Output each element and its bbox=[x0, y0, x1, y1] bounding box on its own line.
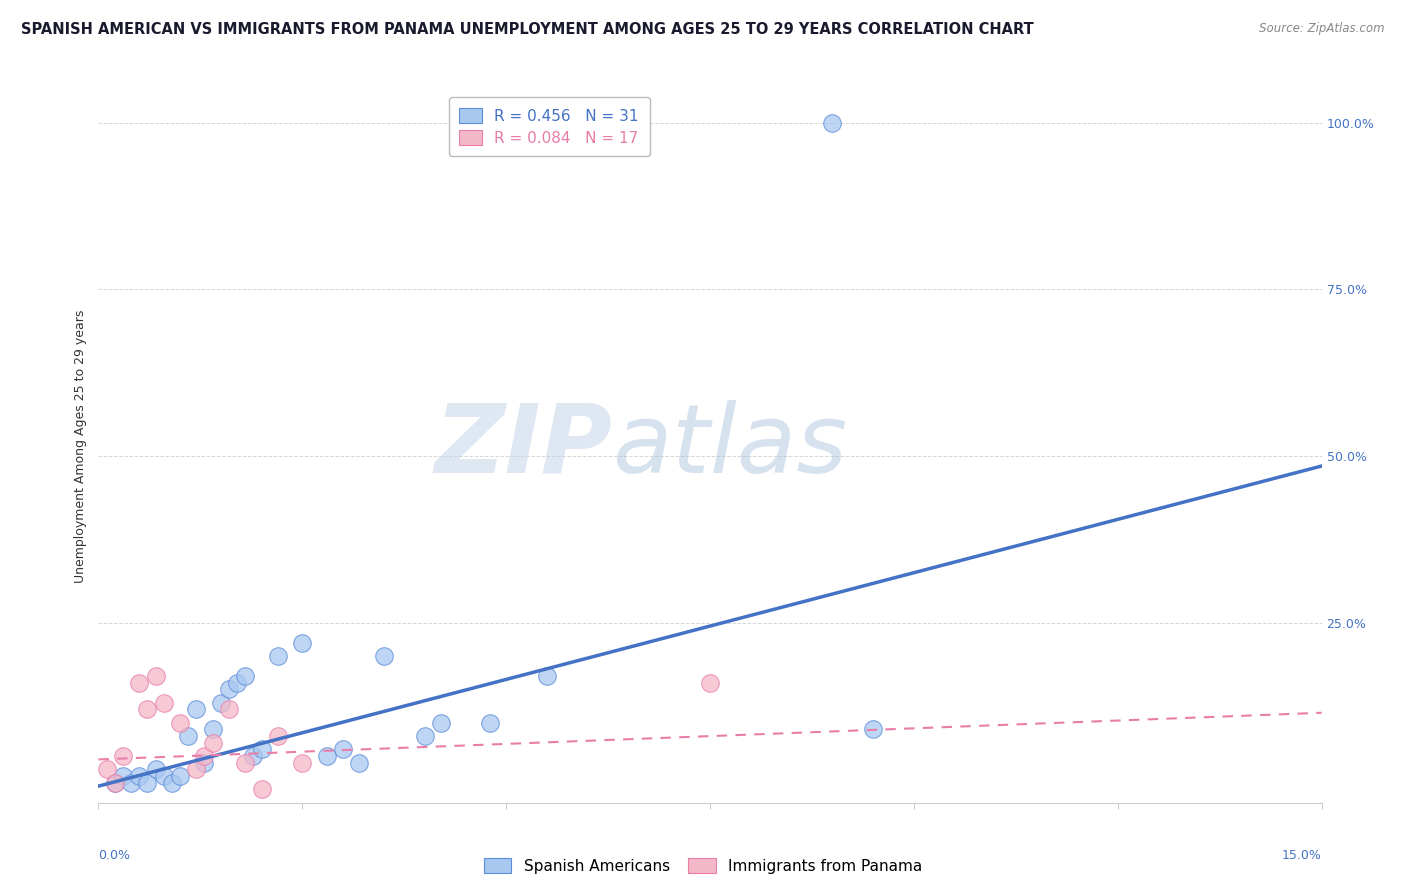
Point bbox=[233, 756, 256, 770]
Text: ZIP: ZIP bbox=[434, 400, 612, 492]
Text: 15.0%: 15.0% bbox=[1282, 849, 1322, 863]
Point bbox=[821, 115, 844, 129]
Legend: Spanish Americans, Immigrants from Panama: Spanish Americans, Immigrants from Panam… bbox=[478, 852, 928, 880]
Point bbox=[267, 649, 290, 664]
Point bbox=[291, 636, 314, 650]
Point bbox=[96, 763, 118, 777]
Point bbox=[152, 769, 174, 783]
Y-axis label: Unemployment Among Ages 25 to 29 years: Unemployment Among Ages 25 to 29 years bbox=[75, 310, 87, 582]
Point bbox=[267, 729, 290, 743]
Legend: R = 0.456   N = 31, R = 0.084   N = 17: R = 0.456 N = 31, R = 0.084 N = 17 bbox=[449, 97, 650, 156]
Point bbox=[315, 749, 337, 764]
Point bbox=[218, 702, 240, 716]
Point bbox=[201, 736, 224, 750]
Text: Source: ZipAtlas.com: Source: ZipAtlas.com bbox=[1260, 22, 1385, 36]
Point bbox=[193, 756, 215, 770]
Point bbox=[104, 776, 127, 790]
Point bbox=[536, 669, 558, 683]
Point bbox=[233, 669, 256, 683]
Point bbox=[430, 715, 453, 730]
Point bbox=[136, 702, 159, 716]
Point bbox=[136, 776, 159, 790]
Point bbox=[373, 649, 395, 664]
Text: 0.0%: 0.0% bbox=[98, 849, 131, 863]
Point bbox=[104, 776, 127, 790]
Point bbox=[250, 782, 273, 797]
Point bbox=[201, 723, 224, 737]
Point bbox=[111, 749, 134, 764]
Point bbox=[209, 696, 232, 710]
Point bbox=[862, 723, 884, 737]
Point bbox=[128, 675, 150, 690]
Point bbox=[242, 749, 264, 764]
Point bbox=[145, 669, 167, 683]
Point bbox=[169, 715, 191, 730]
Point bbox=[120, 776, 142, 790]
Text: SPANISH AMERICAN VS IMMIGRANTS FROM PANAMA UNEMPLOYMENT AMONG AGES 25 TO 29 YEAR: SPANISH AMERICAN VS IMMIGRANTS FROM PANA… bbox=[21, 22, 1033, 37]
Point bbox=[413, 729, 436, 743]
Point bbox=[169, 769, 191, 783]
Text: atlas: atlas bbox=[612, 400, 848, 492]
Point bbox=[177, 729, 200, 743]
Point bbox=[332, 742, 354, 756]
Point bbox=[128, 769, 150, 783]
Point bbox=[160, 776, 183, 790]
Point bbox=[349, 756, 371, 770]
Point bbox=[699, 675, 721, 690]
Point bbox=[186, 702, 208, 716]
Point bbox=[218, 682, 240, 697]
Point bbox=[152, 696, 174, 710]
Point bbox=[193, 749, 215, 764]
Point bbox=[478, 715, 501, 730]
Point bbox=[291, 756, 314, 770]
Point bbox=[226, 675, 249, 690]
Point bbox=[145, 763, 167, 777]
Point bbox=[250, 742, 273, 756]
Point bbox=[186, 763, 208, 777]
Point bbox=[111, 769, 134, 783]
